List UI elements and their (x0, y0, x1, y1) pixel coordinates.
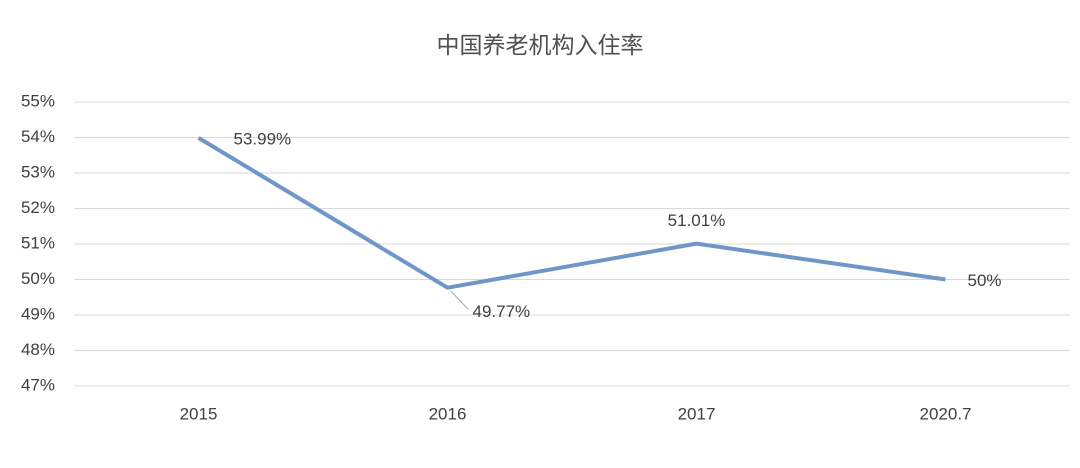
x-tick-label: 2015 (180, 404, 218, 423)
chart-title: 中国养老机构入住率 (437, 32, 644, 58)
y-tick-label: 48% (21, 340, 55, 359)
x-tick-label: 2020.7 (920, 404, 972, 423)
y-tick-label: 51% (21, 233, 55, 252)
leader-line (450, 290, 469, 311)
y-tick-label: 50% (21, 269, 55, 288)
data-line (197, 136, 946, 290)
y-tick-label: 47% (21, 375, 55, 394)
y-tick-label: 52% (21, 198, 55, 217)
data-label: 49.77% (473, 302, 531, 321)
y-tick-label: 53% (21, 162, 55, 181)
data-label: 50% (968, 271, 1002, 290)
y-tick-label: 55% (21, 91, 55, 110)
y-tick-label: 49% (21, 304, 55, 323)
data-label: 53.99% (234, 129, 292, 148)
x-tick-label: 2016 (429, 404, 467, 423)
y-tick-label: 54% (21, 127, 55, 146)
data-label: 51.01% (668, 211, 726, 230)
x-tick-label: 2017 (678, 404, 716, 423)
